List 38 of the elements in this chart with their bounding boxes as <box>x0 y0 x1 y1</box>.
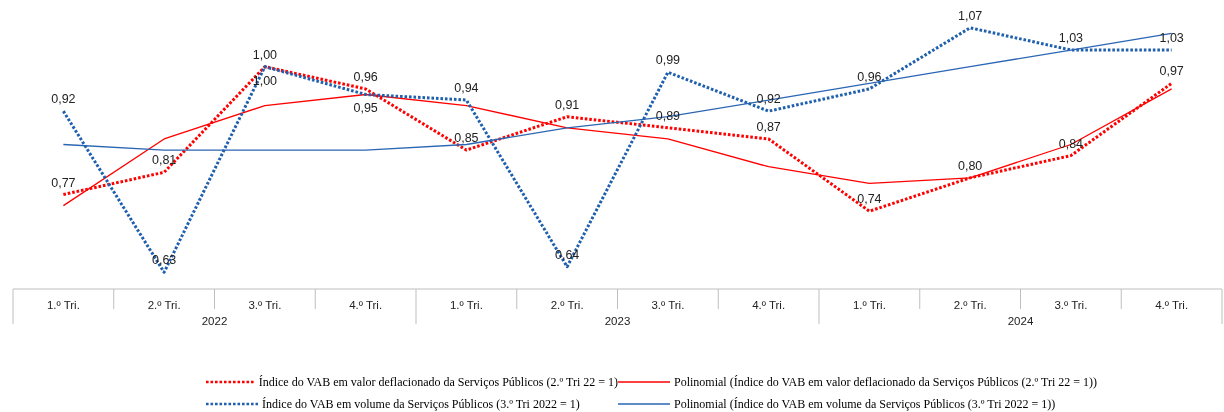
x-tick-label: 3.º Tri. <box>651 299 685 311</box>
data-label: 0,81 <box>151 153 177 168</box>
text: 2023 <box>604 315 631 327</box>
data-label: 0,95 <box>353 101 378 116</box>
x-tick-label: 4.º Tri. <box>349 299 383 311</box>
data-label: 0,92 <box>51 92 76 107</box>
data-label: 1,03 <box>1159 31 1184 46</box>
x-tick-label: 2.º Tri. <box>953 299 987 311</box>
data-label: 1,03 <box>1058 31 1084 46</box>
data-label: 0,96 <box>857 69 882 84</box>
x-tick-label: 2.º Tri. <box>550 299 584 311</box>
text: 2024 <box>1007 315 1034 327</box>
text: 2022 <box>201 315 228 327</box>
data-label: 0,87 <box>756 119 781 134</box>
data-label: 0,85 <box>454 131 479 146</box>
x-tick-label: 1.º Tri. <box>852 299 886 311</box>
x-tick-label: 4.º Tri. <box>752 299 786 311</box>
legend-label: Polinomial (Índice do VAB em valor deflacionado da Serviços Públicos (2.º Tri 22 = 1)) <box>674 374 1097 390</box>
legend-label: Polinomial (Índice do VAB em volume da Serviços Públicos (3.º Tri 2022 = 1)) <box>674 396 1056 412</box>
x-tick-label: 4.º Tri. <box>1155 299 1189 311</box>
data-label: 0,91 <box>554 97 580 112</box>
legend-label: Índice do VAB em volume da Serviços Públicos (3.º Tri 2022 = 1) <box>262 396 580 412</box>
data-label: 0,74 <box>857 192 882 207</box>
data-label: 0,96 <box>353 69 378 84</box>
data-label: 0,97 <box>1159 64 1184 79</box>
x-tick-label: 2.º Tri. <box>147 299 181 311</box>
x-tick-label: 3.º Tri. <box>1054 299 1088 311</box>
x-tick-label: 1.º Tri. <box>46 299 80 311</box>
x-tick-label: 3.º Tri. <box>248 299 282 311</box>
data-label: 0,77 <box>51 175 76 190</box>
data-label: 1,00 <box>252 73 278 88</box>
data-label: 1,00 <box>252 47 278 62</box>
data-label: 0,94 <box>454 81 479 96</box>
legend-label: Índice do VAB em valor deflacionado da Serviços Públicos (2.º Tri 22 = 1) <box>258 374 618 390</box>
data-label: 1,07 <box>957 8 983 23</box>
data-label: 0,99 <box>655 53 681 68</box>
x-tick-label: 1.º Tri. <box>449 299 483 311</box>
data-label: 0,80 <box>957 158 983 173</box>
